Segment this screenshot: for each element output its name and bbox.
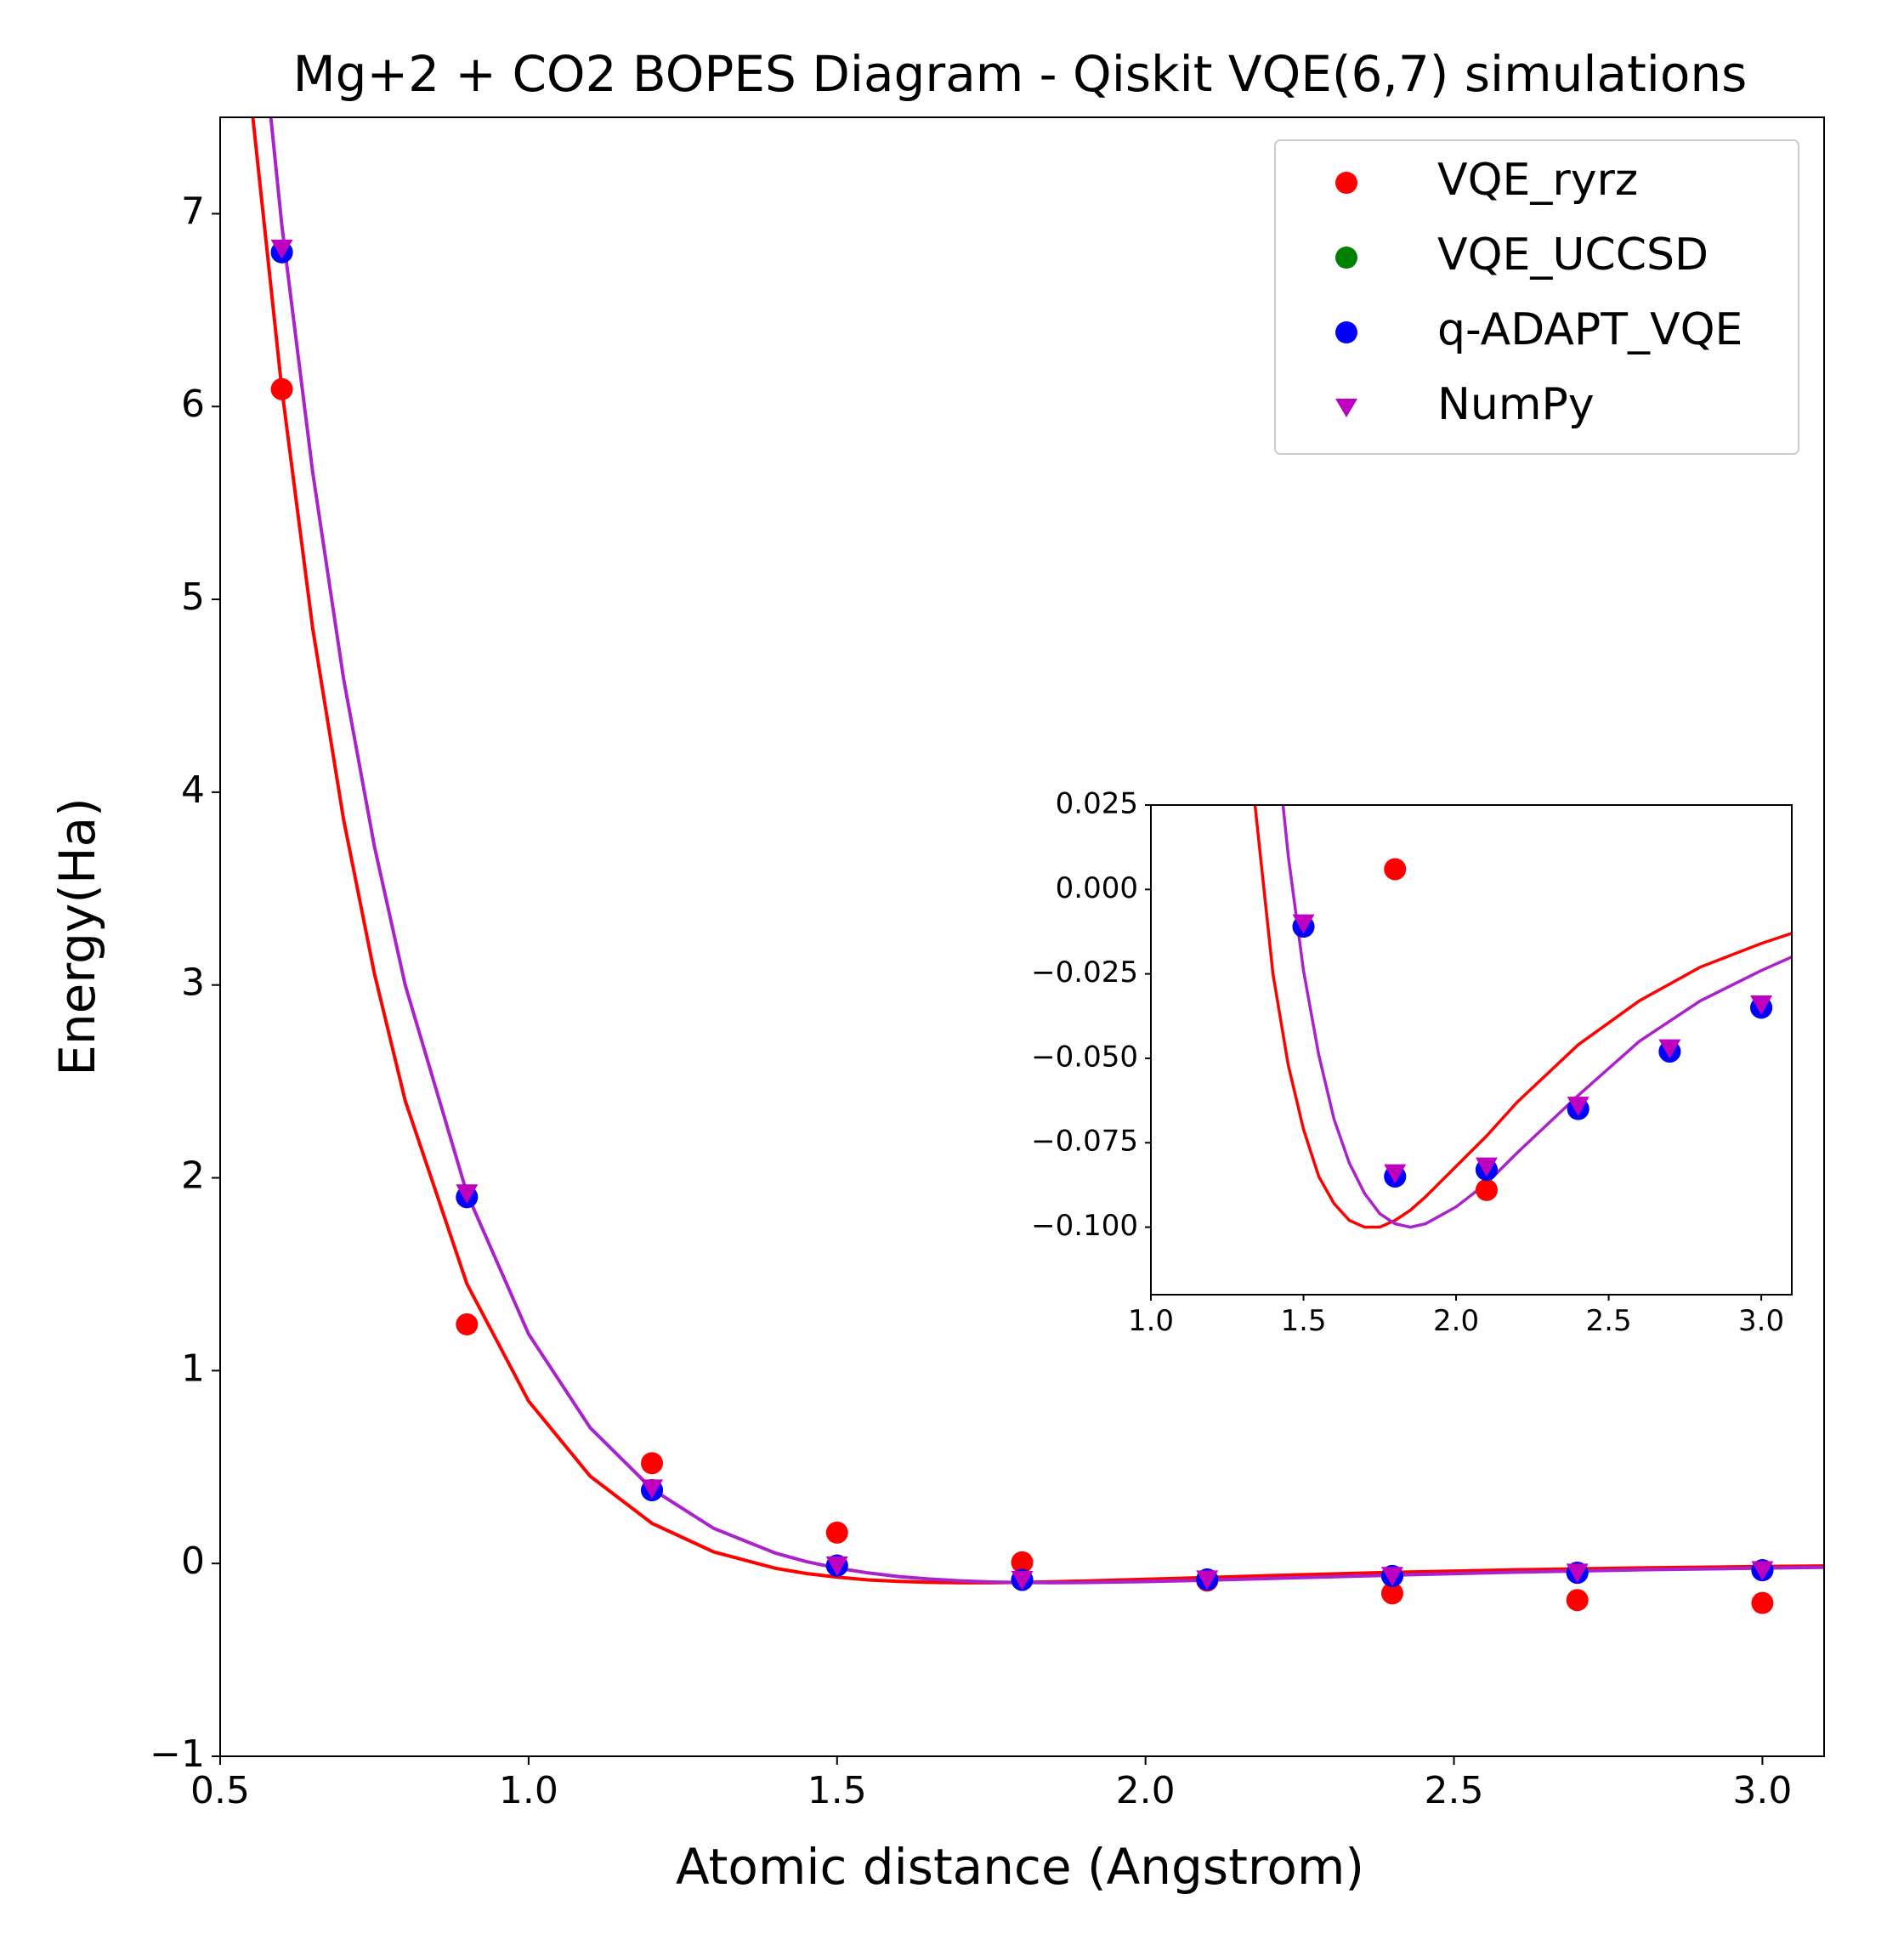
y-tick-label: 2 — [181, 1154, 205, 1198]
data-point — [826, 1522, 848, 1544]
x-axis-label: Atomic distance (Angstrom) — [676, 1838, 1364, 1896]
y-tick-label: 0.000 — [1056, 871, 1138, 905]
x-tick-label: 2.5 — [1586, 1304, 1632, 1338]
y-tick-label: 0.025 — [1056, 787, 1138, 821]
y-tick-label: 6 — [181, 383, 205, 426]
legend-label: VQE_ryrz — [1437, 155, 1638, 206]
chart-title: Mg+2 + CO2 BOPES Diagram - Qiskit VQE(6,… — [293, 45, 1748, 103]
data-point — [456, 1313, 478, 1335]
legend-marker — [1335, 247, 1357, 269]
data-point — [271, 378, 293, 400]
y-tick-label: 0 — [181, 1540, 205, 1583]
y-tick-label: 1 — [181, 1347, 205, 1390]
data-point — [1751, 1592, 1773, 1614]
data-point — [1476, 1179, 1498, 1201]
legend-label: VQE_UCCSD — [1437, 230, 1708, 281]
x-tick-label: 1.5 — [1280, 1304, 1326, 1338]
y-tick-label: −0.050 — [1031, 1040, 1138, 1074]
y-tick-label: −0.075 — [1031, 1125, 1138, 1159]
x-tick-label: 2.5 — [1425, 1769, 1484, 1812]
data-point — [1384, 858, 1406, 880]
legend-marker — [1335, 172, 1357, 194]
x-tick-label: 3.0 — [1738, 1304, 1784, 1338]
y-tick-label: 3 — [181, 961, 205, 1005]
y-tick-label: 7 — [181, 190, 205, 233]
inset-background — [1151, 805, 1792, 1295]
x-tick-label: 1.0 — [499, 1769, 558, 1812]
x-tick-label: 1.0 — [1128, 1304, 1174, 1338]
x-tick-label: 2.0 — [1433, 1304, 1479, 1338]
y-tick-label: −1 — [150, 1732, 205, 1776]
x-tick-label: 2.0 — [1116, 1769, 1176, 1812]
legend-label: NumPy — [1437, 379, 1595, 430]
y-tick-label: −0.100 — [1031, 1209, 1138, 1243]
legend-marker — [1335, 321, 1357, 343]
x-tick-label: 3.0 — [1732, 1769, 1792, 1812]
y-tick-label: 5 — [181, 576, 205, 619]
legend-label: q-ADAPT_VQE — [1437, 304, 1742, 355]
y-tick-label: 4 — [181, 768, 205, 812]
y-axis-label: Energy(Ha) — [48, 797, 106, 1075]
data-point — [1567, 1589, 1589, 1611]
x-tick-label: 1.5 — [808, 1769, 867, 1812]
data-point — [641, 1452, 663, 1474]
y-tick-label: −0.025 — [1031, 955, 1138, 990]
